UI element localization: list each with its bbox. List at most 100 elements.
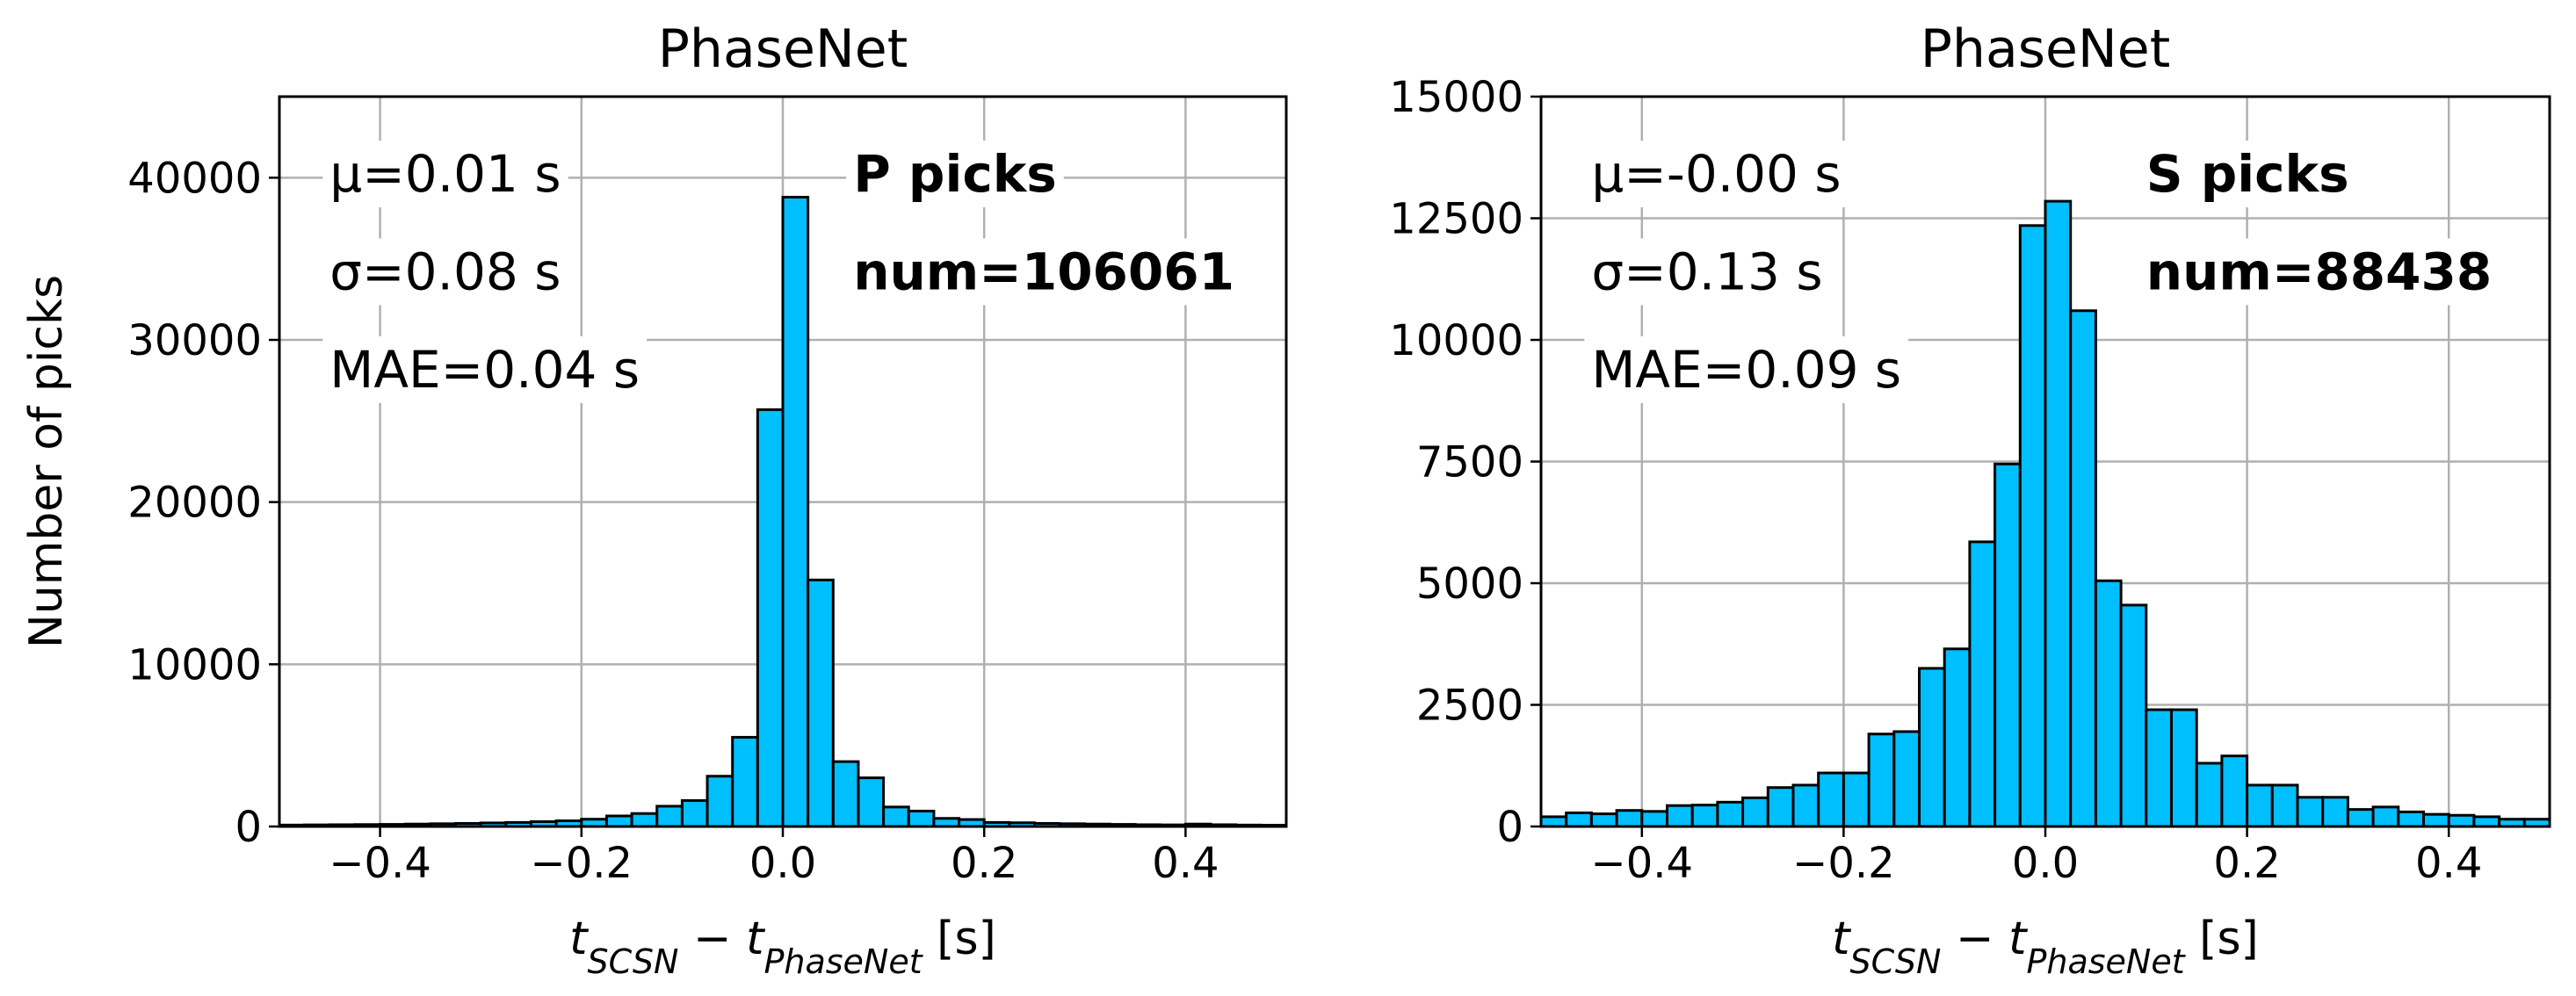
bar bbox=[831, 760, 860, 828]
x-tick-label: 0.4 bbox=[1152, 839, 1219, 888]
annotation: μ=-0.00 s bbox=[1591, 144, 1841, 204]
x-label-part: t bbox=[746, 913, 765, 965]
x-label-part: − bbox=[1941, 913, 2008, 965]
annotation-box bbox=[322, 336, 648, 403]
y-tick-label: 5000 bbox=[1416, 559, 1523, 609]
x-label-part: − bbox=[678, 913, 746, 965]
bar bbox=[604, 814, 633, 828]
bar bbox=[2472, 815, 2501, 828]
annotation: num=106061 bbox=[853, 242, 1234, 301]
bar bbox=[2270, 783, 2299, 828]
bar bbox=[2145, 708, 2174, 828]
y-tick-label: 0 bbox=[235, 803, 262, 852]
bar bbox=[2397, 810, 2426, 828]
annotation-box bbox=[1584, 238, 1830, 306]
annotation: μ=0.01 s bbox=[329, 144, 561, 204]
x-label-part: t bbox=[1832, 913, 1851, 965]
x-label-part: SCSN bbox=[588, 942, 679, 981]
annotation: σ=0.08 s bbox=[329, 242, 561, 301]
bar bbox=[882, 805, 910, 828]
bar bbox=[2371, 805, 2400, 828]
bar bbox=[1565, 811, 1593, 828]
annotation-box bbox=[2138, 141, 2356, 208]
y-tick-label: 2500 bbox=[1416, 682, 1523, 731]
x-tick-label: 0.4 bbox=[2415, 839, 2482, 888]
y-tick-label: 10000 bbox=[127, 640, 262, 689]
bar bbox=[2069, 309, 2097, 828]
annotation: P picks bbox=[853, 144, 1057, 204]
bar bbox=[1791, 783, 1820, 828]
annotation: σ=0.13 s bbox=[1591, 242, 1822, 301]
annotation-box bbox=[322, 141, 568, 208]
x-label-part: [s] bbox=[2185, 913, 2259, 965]
bar bbox=[1892, 730, 1921, 828]
x-label-part: [s] bbox=[923, 913, 996, 965]
bar bbox=[2346, 808, 2375, 828]
bar bbox=[1867, 733, 1896, 828]
bar bbox=[2094, 579, 2123, 828]
bar bbox=[1539, 815, 1568, 828]
plot-frame bbox=[1539, 95, 2551, 828]
x-axis-label: tSCSN − tPhaseNet [s] bbox=[569, 913, 996, 981]
bar bbox=[2044, 199, 2073, 828]
bar bbox=[1589, 812, 1618, 828]
bar bbox=[2296, 796, 2325, 828]
plot-frame bbox=[278, 95, 1288, 828]
bar bbox=[781, 195, 810, 828]
bar bbox=[1741, 796, 1769, 828]
y-tick-label: 10000 bbox=[1389, 316, 1523, 365]
bar bbox=[1842, 771, 1870, 828]
x-tick-label: 0.0 bbox=[2012, 839, 2079, 888]
chart-title: PhaseNet bbox=[658, 18, 908, 80]
bar bbox=[2220, 754, 2249, 828]
x-label-part: SCSN bbox=[1850, 942, 1942, 981]
bar bbox=[1615, 809, 1644, 828]
x-tick-label: 0.2 bbox=[951, 839, 1017, 888]
x-tick-label: −0.4 bbox=[329, 839, 431, 888]
bar bbox=[2170, 708, 2198, 828]
bar bbox=[857, 776, 886, 828]
y-tick-label: 20000 bbox=[127, 479, 262, 528]
annotation-box bbox=[1584, 336, 1909, 403]
y-tick-label: 12500 bbox=[1389, 195, 1523, 244]
bar bbox=[2321, 796, 2349, 828]
bar bbox=[2018, 224, 2047, 828]
bar bbox=[1817, 771, 1845, 828]
bar bbox=[1968, 540, 1997, 828]
axes: −0.4 −0.2 0.0 0.2 0.4 0 10000 20000 30000 40000 Ph… bbox=[20, 18, 1288, 981]
bar bbox=[1766, 786, 1795, 828]
bar bbox=[2246, 783, 2274, 828]
chart-title: PhaseNet bbox=[1921, 18, 2170, 80]
x-label-part: t bbox=[2008, 913, 2028, 965]
x-tick-label: −0.2 bbox=[1792, 839, 1895, 888]
bar bbox=[2447, 813, 2476, 828]
annotation-box bbox=[322, 238, 568, 306]
bar bbox=[1640, 810, 1669, 828]
bar bbox=[655, 805, 684, 828]
y-tick-label: 40000 bbox=[127, 154, 262, 203]
x-tick-label: −0.4 bbox=[1591, 839, 1694, 888]
bar bbox=[2422, 812, 2450, 828]
annotation: S picks bbox=[2146, 144, 2349, 204]
bar bbox=[680, 798, 709, 828]
bar bbox=[706, 775, 734, 828]
bar bbox=[807, 578, 835, 828]
annotation-box bbox=[846, 141, 1064, 208]
x-axis-label: tSCSN − tPhaseNet [s] bbox=[1832, 913, 2259, 981]
x-tick-label: 0.0 bbox=[749, 839, 816, 888]
annotation: MAE=0.04 s bbox=[329, 340, 640, 400]
bar bbox=[1918, 667, 1946, 828]
x-label-part: PhaseNet bbox=[2026, 942, 2186, 981]
annotation-box bbox=[2138, 238, 2500, 306]
bar bbox=[731, 735, 759, 828]
bar bbox=[1666, 804, 1694, 828]
bar bbox=[2195, 761, 2224, 828]
bar bbox=[1716, 800, 1745, 828]
x-tick-label: 0.2 bbox=[2213, 839, 2280, 888]
y-tick-label: 0 bbox=[1496, 803, 1523, 852]
y-tick-label: 15000 bbox=[1389, 73, 1523, 122]
bar bbox=[907, 809, 936, 828]
bar bbox=[2119, 603, 2148, 828]
y-tick-label: 30000 bbox=[127, 316, 262, 365]
